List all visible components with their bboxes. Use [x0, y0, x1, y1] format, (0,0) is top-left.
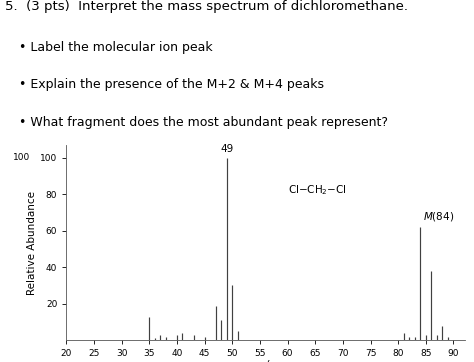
Text: • Explain the presence of the M+2 & M+4 peaks: • Explain the presence of the M+2 & M+4 … — [19, 79, 324, 92]
Text: 49: 49 — [220, 144, 233, 154]
Text: • What fragment does the most abundant peak represent?: • What fragment does the most abundant p… — [19, 115, 388, 129]
Text: Cl$-$CH$_2$$-$Cl: Cl$-$CH$_2$$-$Cl — [288, 184, 346, 197]
Text: 100: 100 — [13, 153, 30, 162]
Text: 5.  (3 pts)  Interpret the mass spectrum of dichloromethane.: 5. (3 pts) Interpret the mass spectrum o… — [5, 0, 408, 13]
Y-axis label: Relative Abundance: Relative Abundance — [27, 190, 37, 295]
Text: $\mathit{M}$(84): $\mathit{M}$(84) — [423, 210, 455, 223]
Text: • Label the molecular ion peak: • Label the molecular ion peak — [19, 41, 212, 54]
X-axis label: m/z: m/z — [256, 360, 275, 362]
